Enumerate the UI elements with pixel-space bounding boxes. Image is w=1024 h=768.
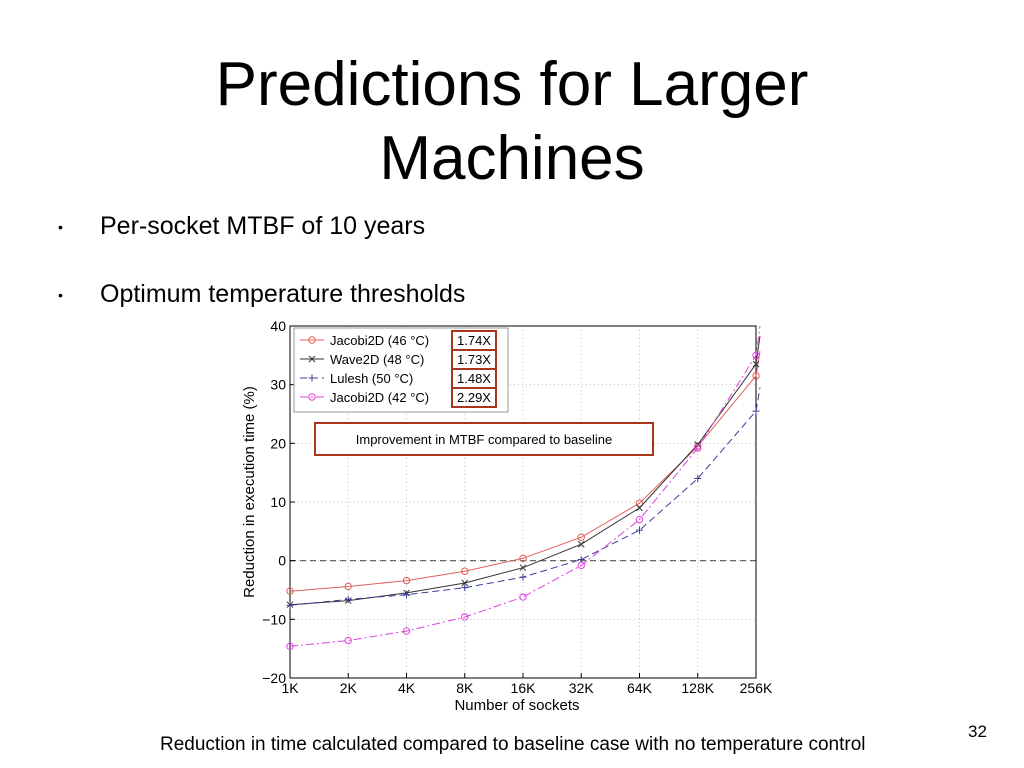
legend-label: Lulesh (50 °C) [330,371,413,386]
bullet-dot-icon: • [58,287,63,304]
x-tick-label: 32K [569,680,595,696]
data-point [577,561,585,570]
data-point [461,579,469,587]
x-tick-label: 1K [281,680,299,696]
series-line [289,325,761,647]
x-tick-label: 128K [681,680,714,696]
x-tick-label: 16K [511,680,537,696]
legend-ratio-label: 1.48X [457,371,491,386]
annotation-text: Improvement in MTBF compared to baseline [356,432,613,447]
data-point [636,526,643,534]
slide-caption: Reduction in time calculated compared to… [160,734,866,755]
data-point [402,576,411,585]
legend-label: Wave2D (48 °C) [330,352,424,367]
x-tick-label: 8K [456,680,474,696]
data-point [344,636,352,645]
data-point [308,355,316,363]
data-point [308,393,316,401]
data-point [577,533,585,541]
y-tick-label: 10 [270,494,286,510]
slide-title: Predictions for Larger Machines [0,48,1024,196]
data-point [344,582,352,591]
line-chart: 1K 2K 4K 8K 16K 32K 64K 128K 256K 40 30 20 10 0 −10 −20… [241,318,773,714]
data-point [461,567,469,575]
data-point [752,372,760,380]
bullet-text-2: Optimum temperature thresholds [100,280,466,308]
bullet-dot-icon: • [58,219,63,236]
legend-label: Jacobi2D (46 °C) [330,333,429,348]
page-number: 32 [968,722,987,741]
data-point [308,336,316,344]
y-tick-label: −10 [262,611,286,627]
data-point [402,627,411,635]
series-line [289,387,761,606]
data-point [519,554,527,563]
y-tick-label: 30 [270,377,286,393]
y-tick-label: 20 [270,435,286,451]
data-point [286,587,294,595]
series-line [289,335,761,606]
series-line [289,351,761,592]
bullet-text-1: Per-socket MTBF of 10 years [100,212,426,240]
data-point [635,499,644,507]
legend-ratio-label: 2.29X [457,390,491,405]
legend-ratio-label: 1.74X [457,333,491,348]
data-point [752,351,760,360]
annotation-box [314,422,654,456]
x-tick-label: 256K [740,680,773,696]
data-point [461,584,469,592]
slide-title-line2: Machines [379,124,645,193]
data-point [403,591,410,599]
data-point [519,573,527,581]
bullet-item-1: • Per-socket MTBF of 10 years [58,212,425,241]
x-tick-label: 4K [398,680,416,696]
data-point [694,444,702,452]
data-point [344,595,352,603]
y-axis-label: Reduction in execution time (%) [241,386,258,598]
data-point [286,642,294,651]
data-point [752,360,760,368]
data-point [519,593,527,601]
legend-ratio-label: 1.73X [457,352,491,367]
slide-title-line1: Predictions for Larger [215,50,809,119]
legend-label: Jacobi2D (42 °C) [330,390,429,405]
data-point [308,374,316,382]
y-tick-label: 40 [270,318,286,334]
data-point [694,475,702,483]
data-point [519,564,527,572]
x-axis-label: Number of sockets [454,697,579,714]
data-point [635,515,644,524]
data-point [286,601,294,609]
y-tick-label: 0 [278,553,286,569]
data-point [752,407,760,415]
x-tick-label: 2K [340,680,358,696]
ratio-highlight-box [451,387,497,408]
data-point [461,613,469,621]
data-point [577,540,585,548]
y-tick-label: −20 [262,670,286,686]
data-point [636,504,643,512]
bullet-item-2: • Optimum temperature thresholds [58,280,465,309]
x-tick-label: 64K [627,680,653,696]
